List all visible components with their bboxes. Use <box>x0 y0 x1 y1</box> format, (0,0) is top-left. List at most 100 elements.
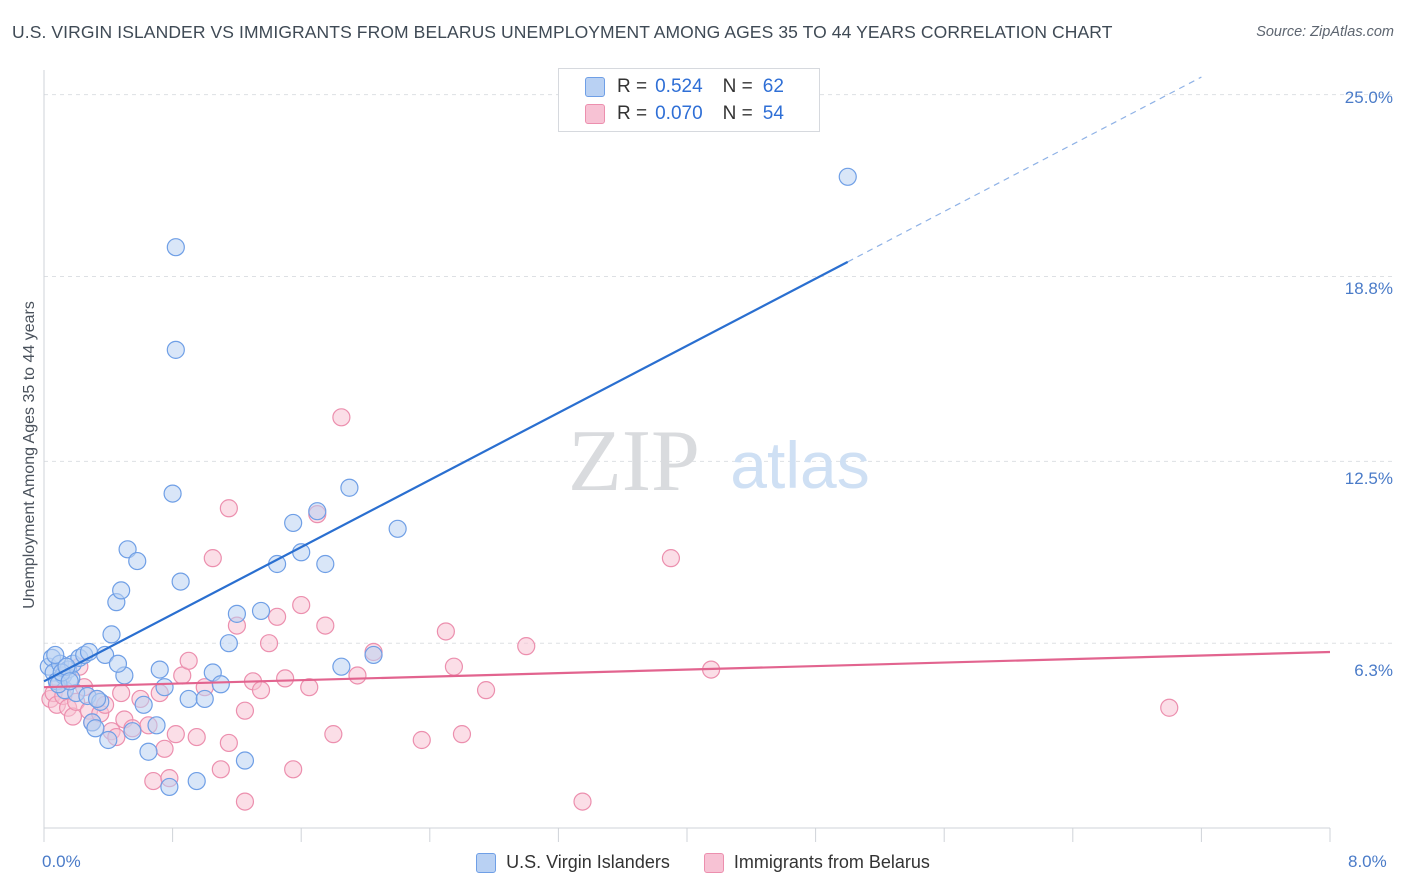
legend-row-virgin-islanders: R = 0.524 N = 62 <box>585 76 784 98</box>
series-legend-label: U.S. Virgin Islanders <box>506 852 670 872</box>
point-belarus <box>476 681 496 700</box>
point-virgin-islanders <box>87 689 107 709</box>
point-belarus <box>267 607 287 626</box>
y-tick-label: 25.0% <box>1344 88 1393 107</box>
point-belarus <box>661 549 681 568</box>
point-belarus <box>219 499 238 518</box>
point-belarus <box>332 408 351 427</box>
point-belarus <box>187 727 206 747</box>
x-tick-label: 8.0% <box>1348 852 1387 871</box>
legend-r-value: 0.524 <box>655 76 703 97</box>
point-virgin-islanders <box>211 675 230 694</box>
legend-r-value: 0.070 <box>655 103 703 124</box>
point-belarus <box>324 725 343 744</box>
legend: R = 0.524 N = 62 R = 0.070 N = 54 <box>558 68 820 132</box>
series-legend: U.S. Virgin Islanders Immigrants from Be… <box>0 852 1406 873</box>
point-virgin-islanders <box>227 604 246 623</box>
point-virgin-islanders <box>108 654 128 673</box>
chart-title: U.S. VIRGIN ISLANDER VS IMMIGRANTS FROM … <box>12 22 1113 42</box>
point-virgin-islanders <box>166 238 185 257</box>
point-belarus <box>235 792 255 811</box>
point-belarus <box>63 707 83 726</box>
point-virgin-islanders <box>340 478 359 497</box>
point-virgin-islanders <box>838 167 857 186</box>
series-legend-label: Immigrants from Belarus <box>733 852 930 872</box>
point-virgin-islanders <box>147 716 166 735</box>
point-virgin-islanders <box>316 554 335 574</box>
point-virgin-islanders <box>171 572 190 591</box>
x-tick-label: 0.0% <box>42 852 81 871</box>
point-belarus <box>284 760 303 779</box>
watermark-zip: ZIP <box>568 413 700 510</box>
point-virgin-islanders <box>251 601 271 621</box>
point-virgin-islanders <box>163 484 182 503</box>
point-virgin-islanders <box>123 722 142 741</box>
point-virgin-islanders <box>112 581 131 600</box>
legend-r-label: R = <box>617 103 648 124</box>
point-belarus <box>1160 698 1179 717</box>
point-virgin-islanders <box>179 689 198 709</box>
legend-row-belarus: R = 0.070 N = 54 <box>585 103 784 125</box>
point-belarus <box>251 681 271 700</box>
trendline-virgin-islanders <box>43 260 849 683</box>
legend-swatch <box>476 852 497 873</box>
point-belarus <box>112 683 131 703</box>
point-virgin-islanders <box>150 660 169 679</box>
point-virgin-islanders <box>187 771 206 791</box>
point-virgin-islanders <box>46 645 65 665</box>
series-legend-belarus: Immigrants from Belarus <box>703 852 930 873</box>
point-belarus <box>166 725 185 744</box>
point-virgin-islanders <box>195 689 214 709</box>
point-belarus <box>211 760 230 779</box>
point-virgin-islanders <box>86 719 105 738</box>
chart-source: Source: ZipAtlas.com <box>1256 24 1394 40</box>
trendline-belarus <box>43 650 1331 689</box>
point-belarus <box>452 725 472 744</box>
point-belarus <box>155 739 174 758</box>
y-tick-label: 12.5% <box>1344 469 1393 488</box>
point-belarus <box>444 657 464 676</box>
watermark-atlas: atlas <box>730 428 869 502</box>
legend-n-label: N = <box>722 76 753 97</box>
point-virgin-islanders <box>219 634 238 653</box>
point-virgin-islanders <box>102 625 121 644</box>
point-virgin-islanders <box>118 540 137 559</box>
point-virgin-islanders <box>166 340 185 359</box>
point-virgin-islanders <box>284 513 303 533</box>
point-virgin-islanders <box>99 730 118 750</box>
y-tick-label: 18.8% <box>1344 279 1393 298</box>
point-virgin-islanders <box>139 742 158 761</box>
point-virgin-islanders <box>332 657 351 676</box>
point-virgin-islanders <box>134 695 153 714</box>
legend-n-label: N = <box>722 103 753 124</box>
point-virgin-islanders <box>155 678 174 697</box>
point-virgin-islanders <box>308 502 327 521</box>
point-virgin-islanders <box>128 551 147 571</box>
point-belarus <box>292 595 311 615</box>
point-virgin-islanders <box>160 777 179 797</box>
point-belarus <box>179 651 198 670</box>
point-belarus <box>235 701 255 720</box>
point-belarus <box>436 622 455 641</box>
point-belarus <box>203 549 222 568</box>
point-virgin-islanders <box>388 519 407 538</box>
point-belarus <box>412 730 431 750</box>
legend-swatch <box>585 77 605 97</box>
legend-n-value: 54 <box>762 103 784 124</box>
point-belarus <box>144 771 163 791</box>
point-belarus <box>316 616 335 635</box>
legend-swatch <box>703 852 724 873</box>
point-belarus <box>517 637 536 656</box>
y-tick-label: 6.3% <box>1354 661 1393 680</box>
point-belarus <box>219 733 238 753</box>
point-belarus <box>573 792 592 811</box>
point-belarus <box>276 669 295 688</box>
point-virgin-islanders <box>235 751 255 770</box>
point-belarus <box>348 666 367 685</box>
series-legend-virgin-islanders: U.S. Virgin Islanders <box>476 852 670 873</box>
trendline-virgin-islanders-extension <box>847 76 1202 263</box>
point-belarus <box>259 634 279 653</box>
legend-swatch <box>585 104 605 124</box>
point-belarus <box>300 678 319 697</box>
